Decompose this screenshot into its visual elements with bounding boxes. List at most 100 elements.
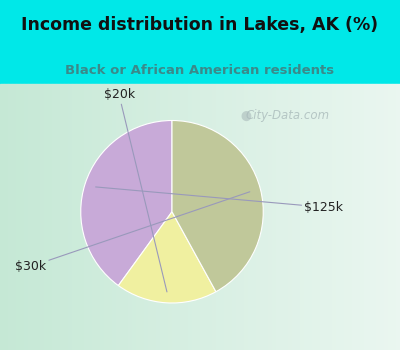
Bar — [296, 84, 300, 350]
Bar — [104, 84, 108, 350]
Bar — [96, 84, 100, 350]
Bar — [100, 84, 104, 350]
Bar — [348, 84, 352, 350]
Bar — [232, 84, 236, 350]
Bar — [176, 84, 180, 350]
Bar — [16, 84, 20, 350]
Bar — [40, 84, 44, 350]
Bar — [272, 84, 276, 350]
Bar — [388, 84, 392, 350]
Bar — [248, 84, 252, 350]
Bar — [368, 84, 372, 350]
Text: ⬤: ⬤ — [240, 111, 252, 121]
Bar — [312, 84, 316, 350]
Bar — [308, 84, 312, 350]
Bar — [300, 84, 304, 350]
Bar — [328, 84, 332, 350]
Bar — [364, 84, 368, 350]
Bar — [268, 84, 272, 350]
Bar — [304, 84, 308, 350]
Bar — [8, 84, 12, 350]
Bar — [288, 84, 292, 350]
Bar — [280, 84, 284, 350]
Bar — [380, 84, 384, 350]
Bar — [352, 84, 356, 350]
Bar — [140, 84, 144, 350]
Bar — [32, 84, 36, 350]
Text: Black or African American residents: Black or African American residents — [66, 64, 334, 77]
Bar — [228, 84, 232, 350]
Bar — [320, 84, 324, 350]
Text: $125k: $125k — [96, 187, 343, 214]
Bar — [160, 84, 164, 350]
Bar — [156, 84, 160, 350]
Bar — [384, 84, 388, 350]
Bar — [244, 84, 248, 350]
Bar — [188, 84, 192, 350]
Bar — [344, 84, 348, 350]
Bar — [24, 84, 28, 350]
Bar — [184, 84, 188, 350]
Bar — [216, 84, 220, 350]
Wedge shape — [172, 120, 263, 292]
Bar — [52, 84, 56, 350]
Bar — [152, 84, 156, 350]
Bar — [372, 84, 376, 350]
Bar — [116, 84, 120, 350]
Bar — [68, 84, 72, 350]
Bar — [236, 84, 240, 350]
Bar — [208, 84, 212, 350]
Bar — [292, 84, 296, 350]
Bar — [36, 84, 40, 350]
Bar — [260, 84, 264, 350]
Bar — [148, 84, 152, 350]
Bar — [316, 84, 320, 350]
Bar — [276, 84, 280, 350]
Bar — [264, 84, 268, 350]
Bar — [60, 84, 64, 350]
Bar — [252, 84, 256, 350]
Bar — [336, 84, 340, 350]
Bar — [88, 84, 92, 350]
Bar — [112, 84, 116, 350]
Bar — [396, 84, 400, 350]
Bar — [376, 84, 380, 350]
Text: Income distribution in Lakes, AK (%): Income distribution in Lakes, AK (%) — [22, 16, 378, 35]
Bar — [64, 84, 68, 350]
Text: $20k: $20k — [104, 89, 167, 292]
Bar — [120, 84, 124, 350]
Bar — [128, 84, 132, 350]
Bar — [164, 84, 168, 350]
Bar — [124, 84, 128, 350]
Text: $30k: $30k — [15, 192, 250, 273]
Bar — [220, 84, 224, 350]
Bar — [392, 84, 396, 350]
Bar — [284, 84, 288, 350]
Bar — [180, 84, 184, 350]
Bar — [72, 84, 76, 350]
Bar — [168, 84, 172, 350]
Bar — [12, 84, 16, 350]
Bar — [204, 84, 208, 350]
Bar — [76, 84, 80, 350]
Bar — [136, 84, 140, 350]
Text: City-Data.com: City-Data.com — [246, 110, 330, 122]
Bar — [80, 84, 84, 350]
Bar — [172, 84, 176, 350]
Bar — [20, 84, 24, 350]
Bar — [144, 84, 148, 350]
Bar — [48, 84, 52, 350]
Bar — [0, 84, 4, 350]
Bar — [324, 84, 328, 350]
Bar — [84, 84, 88, 350]
Bar — [332, 84, 336, 350]
Bar — [240, 84, 244, 350]
Bar — [212, 84, 216, 350]
Bar — [200, 84, 204, 350]
Bar — [360, 84, 364, 350]
Bar — [356, 84, 360, 350]
Bar — [196, 84, 200, 350]
Bar — [4, 84, 8, 350]
Bar — [192, 84, 196, 350]
Bar — [92, 84, 96, 350]
